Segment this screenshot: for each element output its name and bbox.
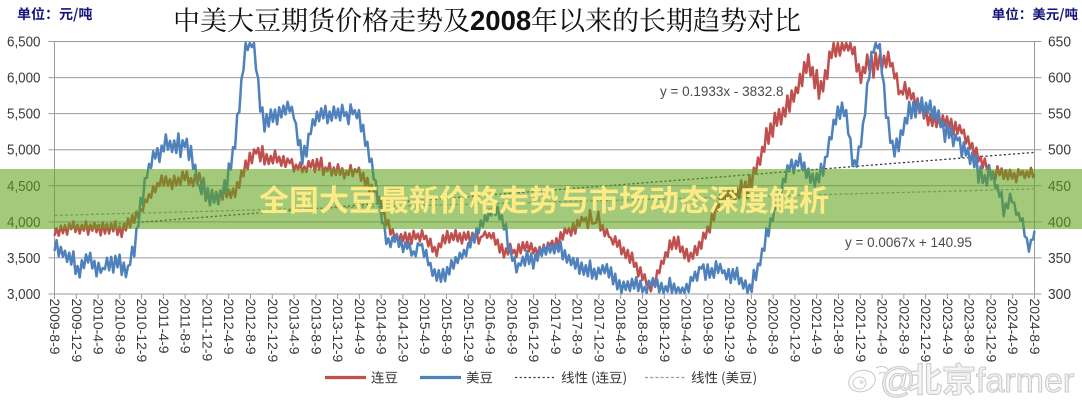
svg-text:6,500: 6,500 <box>7 35 41 51</box>
svg-text:2015-12-9: 2015-12-9 <box>461 299 477 363</box>
svg-text:550: 550 <box>1048 107 1071 123</box>
svg-text:2013-8-9: 2013-8-9 <box>308 299 324 355</box>
svg-text:2012-8-9: 2012-8-9 <box>243 299 259 355</box>
svg-text:2016-12-9: 2016-12-9 <box>526 299 542 363</box>
svg-text:@: @ <box>880 361 916 400</box>
svg-text:2008: 2008 <box>470 5 531 36</box>
svg-text:5,500: 5,500 <box>7 107 41 123</box>
svg-text:3,500: 3,500 <box>7 251 41 267</box>
svg-text:6,000: 6,000 <box>7 71 41 87</box>
svg-text:650: 650 <box>1048 35 1071 51</box>
svg-text:2024-4-9: 2024-4-9 <box>1005 299 1021 355</box>
svg-text:2018-12-9: 2018-12-9 <box>657 299 673 363</box>
svg-text:2011-4-9: 2011-4-9 <box>156 299 172 354</box>
svg-text:2013-4-9: 2013-4-9 <box>287 299 303 355</box>
svg-text:2010-4-9: 2010-4-9 <box>91 299 107 355</box>
svg-text:2021-8-9: 2021-8-9 <box>831 299 847 355</box>
svg-text:2009-12-9: 2009-12-9 <box>69 299 85 363</box>
svg-text:2022-12-9: 2022-12-9 <box>918 299 934 363</box>
svg-text:2022-8-9: 2022-8-9 <box>896 299 912 355</box>
svg-text:2011-8-9: 2011-8-9 <box>178 299 194 354</box>
svg-text:2020-8-9: 2020-8-9 <box>766 299 782 355</box>
svg-text:2023-4-9: 2023-4-9 <box>940 299 956 355</box>
svg-text:2014-8-9: 2014-8-9 <box>374 299 390 355</box>
svg-text:2019-8-9: 2019-8-9 <box>700 299 716 355</box>
svg-text:2010-12-9: 2010-12-9 <box>134 299 150 363</box>
svg-text:2012-4-9: 2012-4-9 <box>221 299 237 355</box>
svg-text:2012-12-9: 2012-12-9 <box>265 299 281 363</box>
svg-text:2016-8-9: 2016-8-9 <box>504 299 520 355</box>
svg-text:5,000: 5,000 <box>7 143 41 159</box>
svg-text:2020-4-9: 2020-4-9 <box>744 299 760 355</box>
svg-text:2018-4-9: 2018-4-9 <box>613 299 629 355</box>
svg-text:2019-4-9: 2019-4-9 <box>679 299 695 355</box>
svg-text:2024-8-9: 2024-8-9 <box>1027 299 1043 355</box>
svg-text:2020-12-9: 2020-12-9 <box>787 299 803 363</box>
svg-text:3,000: 3,000 <box>7 287 41 303</box>
svg-text:2016-4-9: 2016-4-9 <box>483 299 499 355</box>
svg-text:600: 600 <box>1048 71 1071 87</box>
svg-text:2015-8-9: 2015-8-9 <box>439 299 455 355</box>
svg-text:2018-8-9: 2018-8-9 <box>635 299 651 355</box>
svg-text:y = 0.0067x + 140.95: y = 0.0067x + 140.95 <box>845 235 972 250</box>
svg-text:350: 350 <box>1048 251 1071 267</box>
svg-text:y = 0.1933x - 3832.8: y = 0.1933x - 3832.8 <box>660 84 783 99</box>
svg-text:2011-12-9: 2011-12-9 <box>199 299 215 362</box>
svg-text:2014-12-9: 2014-12-9 <box>395 299 411 363</box>
svg-text:2010-8-9: 2010-8-9 <box>112 299 128 355</box>
svg-text:2013-12-9: 2013-12-9 <box>330 299 346 363</box>
svg-text:2023-12-9: 2023-12-9 <box>983 299 999 363</box>
svg-text:2015-4-9: 2015-4-9 <box>417 299 433 355</box>
svg-text:2017-4-9: 2017-4-9 <box>548 299 564 355</box>
svg-text:2022-4-9: 2022-4-9 <box>875 299 891 355</box>
svg-text:500: 500 <box>1048 143 1071 159</box>
svg-text:2021-4-9: 2021-4-9 <box>809 299 825 355</box>
svg-text:farmer: farmer <box>976 362 1074 400</box>
svg-text:2023-8-9: 2023-8-9 <box>962 299 978 355</box>
svg-text:2017-12-9: 2017-12-9 <box>591 299 607 363</box>
svg-text:300: 300 <box>1048 287 1071 303</box>
svg-text:2009-8-9: 2009-8-9 <box>47 299 63 355</box>
svg-text:2021-12-9: 2021-12-9 <box>853 299 869 363</box>
svg-text:2017-8-9: 2017-8-9 <box>570 299 586 355</box>
svg-text:2014-4-9: 2014-4-9 <box>352 299 368 355</box>
svg-text:2019-12-9: 2019-12-9 <box>722 299 738 363</box>
